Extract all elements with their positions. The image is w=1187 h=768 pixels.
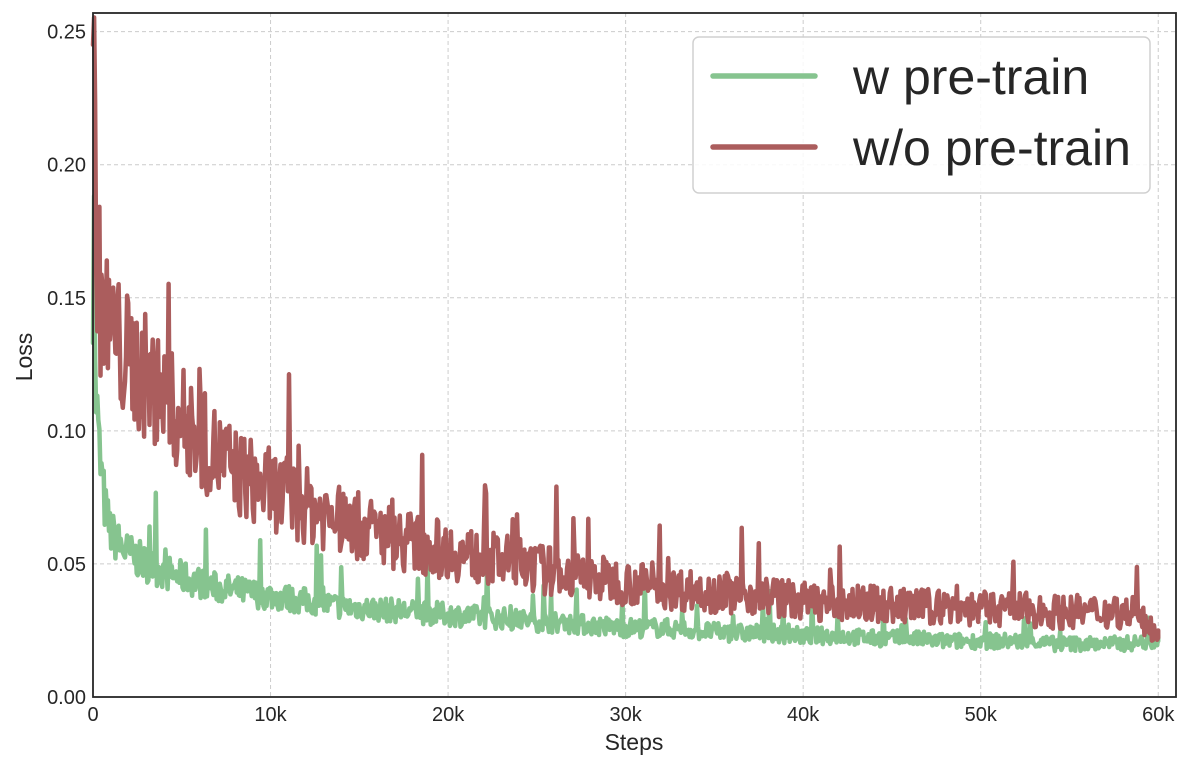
y-tick-label: 0.05	[47, 554, 86, 576]
x-axis-label: Steps	[605, 729, 664, 755]
series-line-wo-pre-train	[90, 15, 1161, 643]
x-tick-label: 20k	[432, 704, 465, 726]
x-tick-label: 30k	[609, 704, 642, 726]
x-tick-label: 10k	[254, 704, 287, 726]
x-tick-label: 60k	[1142, 704, 1175, 726]
y-axis-label: Loss	[11, 333, 37, 382]
y-tick-label: 0.10	[47, 421, 86, 443]
legend-label-w-pre-train: w pre-train	[852, 49, 1089, 105]
series-line-w-pre-train	[90, 193, 1161, 654]
x-tick-label: 40k	[787, 704, 820, 726]
plot-frame	[92, 12, 1177, 698]
y-tick-label: 0.20	[47, 155, 86, 177]
legend: w pre-train w/o pre-train	[692, 36, 1151, 194]
legend-label-wo-pre-train: w/o pre-train	[852, 120, 1131, 176]
x-tick-label: 50k	[965, 704, 998, 726]
y-tick-label: 0.15	[47, 288, 86, 310]
tick-labels: 0 10k 20k 30k 40k 50k 60k 0.00 0.05 0.10 0.15 0.20 0…	[47, 22, 1175, 726]
x-tick-label: 0	[87, 704, 98, 726]
series-layer	[90, 15, 1161, 654]
y-tick-label: 0.25	[47, 22, 86, 44]
y-tick-label: 0.00	[47, 687, 86, 709]
